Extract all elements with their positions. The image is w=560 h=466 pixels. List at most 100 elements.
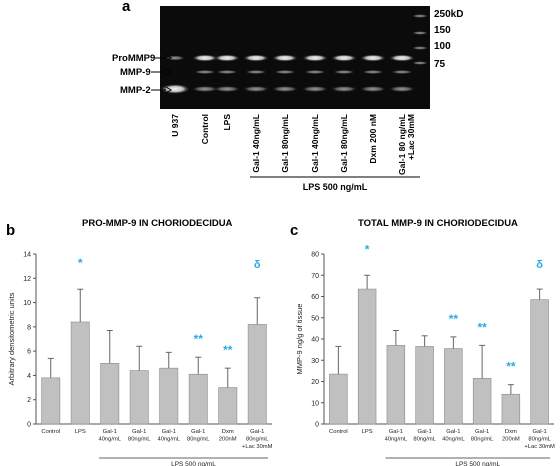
gel-band-promm9 (360, 54, 386, 62)
gel-band-promm9 (192, 54, 218, 62)
y-tick-label: 70 (311, 273, 319, 280)
significance-mark: ** (223, 343, 233, 357)
significance-mark: * (365, 242, 370, 256)
category-label: Gal-1 (103, 429, 117, 435)
gel-band-mmp2 (389, 86, 415, 92)
category-label: Gal-1 (389, 429, 403, 435)
y-axis-label: MMP-9 ng/g of tissue (295, 304, 304, 375)
gel-band-promm9 (331, 54, 357, 62)
category-label: Gal-1 (446, 429, 460, 435)
category-label: Gal-1 (418, 429, 432, 435)
panel-b-letter: b (6, 222, 16, 239)
category-label: LPS (75, 429, 86, 435)
gel-band-mmp2 (272, 86, 298, 92)
gel-band-mmp2 (331, 86, 357, 92)
gel-ladder-band (412, 14, 428, 18)
category-label: Control (41, 429, 60, 435)
panel-a-letter: a (122, 0, 131, 15)
category-label: Gal-1 (250, 429, 264, 435)
category-label: Dxm (222, 429, 234, 435)
band-arrow-head (165, 68, 172, 76)
gel-band-promm9 (214, 54, 240, 62)
y-tick-label: 0 (315, 422, 319, 429)
gel-band-promm9 (302, 54, 328, 62)
bar (357, 288, 377, 425)
band-label: ProMMP9 (112, 53, 155, 64)
y-tick-label: 80 (311, 252, 319, 259)
lane-label: U 937 (170, 114, 180, 137)
chart-c-title: TOTAL MMP-9 IN CHORIODECIDUA (358, 218, 518, 229)
gel-band-mmp2 (160, 84, 190, 94)
lane-label: Dxm 200 nM (368, 114, 378, 164)
bar (530, 299, 549, 425)
lane-label: Gal-1 80ng/mL (280, 114, 290, 173)
y-tick-label: 4 (27, 373, 31, 380)
bar (329, 373, 348, 425)
lane-label: LPS (222, 114, 232, 131)
gel-ladder-band (412, 46, 428, 50)
y-tick-label: 12 (23, 276, 31, 283)
category-label: 40ng/mL (157, 437, 180, 443)
category-label: 80ng/mL (528, 437, 551, 443)
gel-band-promm9 (272, 54, 298, 62)
category-label: Control (329, 429, 348, 435)
gel-band-promm9 (165, 55, 185, 61)
significance-mark: ** (506, 360, 516, 374)
panel-c-letter: c (290, 222, 299, 239)
y-tick-label: 50 (311, 315, 319, 322)
gel-ladder-band (412, 61, 428, 65)
significance-mark: ** (194, 332, 204, 346)
gel-band-mmp9 (245, 70, 267, 74)
y-tick-label: 30 (311, 358, 319, 365)
category-label: 80ng/mL (187, 437, 210, 443)
band-label: MMP-2 (120, 85, 151, 96)
y-tick-label: 0 (27, 422, 31, 429)
chart-b-title: PRO-MMP-9 IN CHORIODECIDUA (82, 218, 233, 229)
significance-mark: ** (449, 312, 459, 326)
significance-mark: * (78, 256, 83, 270)
bar (386, 345, 406, 425)
band-arrow-head (165, 54, 172, 62)
mw-marker-label: 100 (434, 41, 451, 52)
band-label: MMP-9 (120, 67, 151, 78)
lps-group-label: LPS 500 ng/mL (303, 182, 368, 192)
category-label: Gal-1 (132, 429, 146, 435)
bar (444, 348, 463, 425)
y-tick-label: 60 (311, 294, 319, 301)
gel-band-mmp2 (214, 86, 240, 92)
bar (501, 393, 521, 425)
gel-band-mmp9 (362, 70, 384, 74)
gel-band-mmp2 (243, 86, 269, 92)
band-arrow-head (165, 86, 172, 94)
mw-marker-label: 150 (434, 25, 451, 36)
bar (415, 346, 434, 425)
group-label: LPS 500 ng/mL (455, 461, 500, 466)
gel-panel: 250kD 150 100 75 ProMMP9 MMP-9 MMP-2 U 937 Contr… (112, 6, 463, 192)
category-label: Gal-1 (533, 429, 547, 435)
category-label: 200nM (502, 437, 520, 443)
category-label: 40ng/mL (98, 437, 121, 443)
mw-marker-label: 75 (434, 59, 446, 70)
mw-marker-label: 250kD (434, 9, 463, 20)
y-tick-label: 6 (27, 349, 31, 356)
category-label: +Lac 30mM (524, 444, 555, 450)
category-label: Gal-1 (191, 429, 205, 435)
category-label: Dxm (505, 429, 517, 435)
gel-band-promm9 (243, 54, 269, 62)
category-label: +Lac 30mM (242, 444, 273, 450)
category-label: 80ng/mL (128, 437, 151, 443)
gel-band-mmp2 (360, 86, 386, 92)
lane-label: Control (200, 114, 210, 144)
category-label: 80ng/mL (413, 437, 436, 443)
significance-mark: ** (477, 320, 487, 334)
y-tick-label: 20 (311, 379, 319, 386)
gel-band-promm9 (389, 54, 415, 62)
category-label: 40ng/mL (385, 437, 408, 443)
y-tick-label: 40 (311, 337, 319, 344)
y-tick-label: 2 (27, 397, 31, 404)
gel-band-mmp9 (391, 70, 413, 74)
significance-mark: δ (536, 259, 543, 271)
category-label: 80ng/mL (246, 437, 269, 443)
